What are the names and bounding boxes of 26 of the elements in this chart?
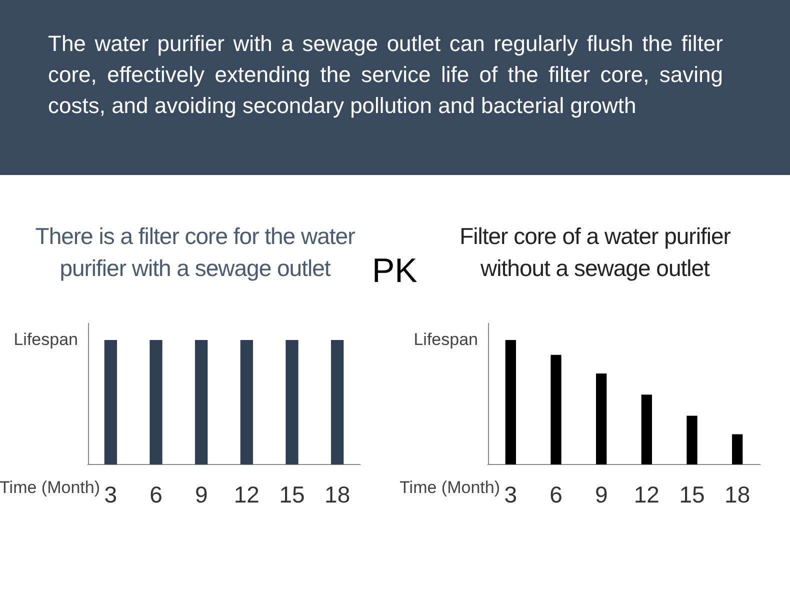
bar	[732, 434, 743, 464]
x-tick-label: 15	[679, 482, 705, 508]
y-axis-title: Lifespan	[414, 330, 478, 350]
x-tick-label: 9	[194, 482, 208, 508]
x-axis-title: Time (Month)	[400, 478, 500, 498]
bar	[641, 394, 652, 464]
x-tick-label: 18	[324, 482, 350, 508]
bar	[596, 374, 607, 464]
x-tick-label: 6	[150, 482, 162, 508]
bar	[686, 416, 698, 464]
text: The water purifier with a sewage outlet can regularly flush the filter core, effectively extending the service life of the filter core, saving costs, and avoiding secondary pollution and bacterial growth	[48, 30, 723, 120]
text: PK	[372, 252, 418, 291]
x-tick-label: 6	[550, 482, 562, 508]
y-axis-title: Lifespan	[14, 330, 78, 350]
x-axis-title: Time (Month)	[0, 478, 100, 498]
chart-title: Filter core of a water purifier without a sewage outlet	[458, 222, 732, 283]
bar	[550, 354, 562, 464]
x-tick-label: 12	[234, 482, 260, 508]
x-tick-label: 12	[634, 482, 660, 508]
x-tick-label: 18	[724, 482, 750, 508]
chart-title: There is a filter core for the water purifier with a sewage outlet	[34, 222, 356, 283]
x-tick-label: 9	[594, 482, 608, 508]
x-tick-label: 15	[279, 482, 305, 508]
x-tick-label: 3	[104, 482, 118, 508]
x-tick-label: 3	[504, 482, 518, 508]
bar	[505, 340, 516, 464]
